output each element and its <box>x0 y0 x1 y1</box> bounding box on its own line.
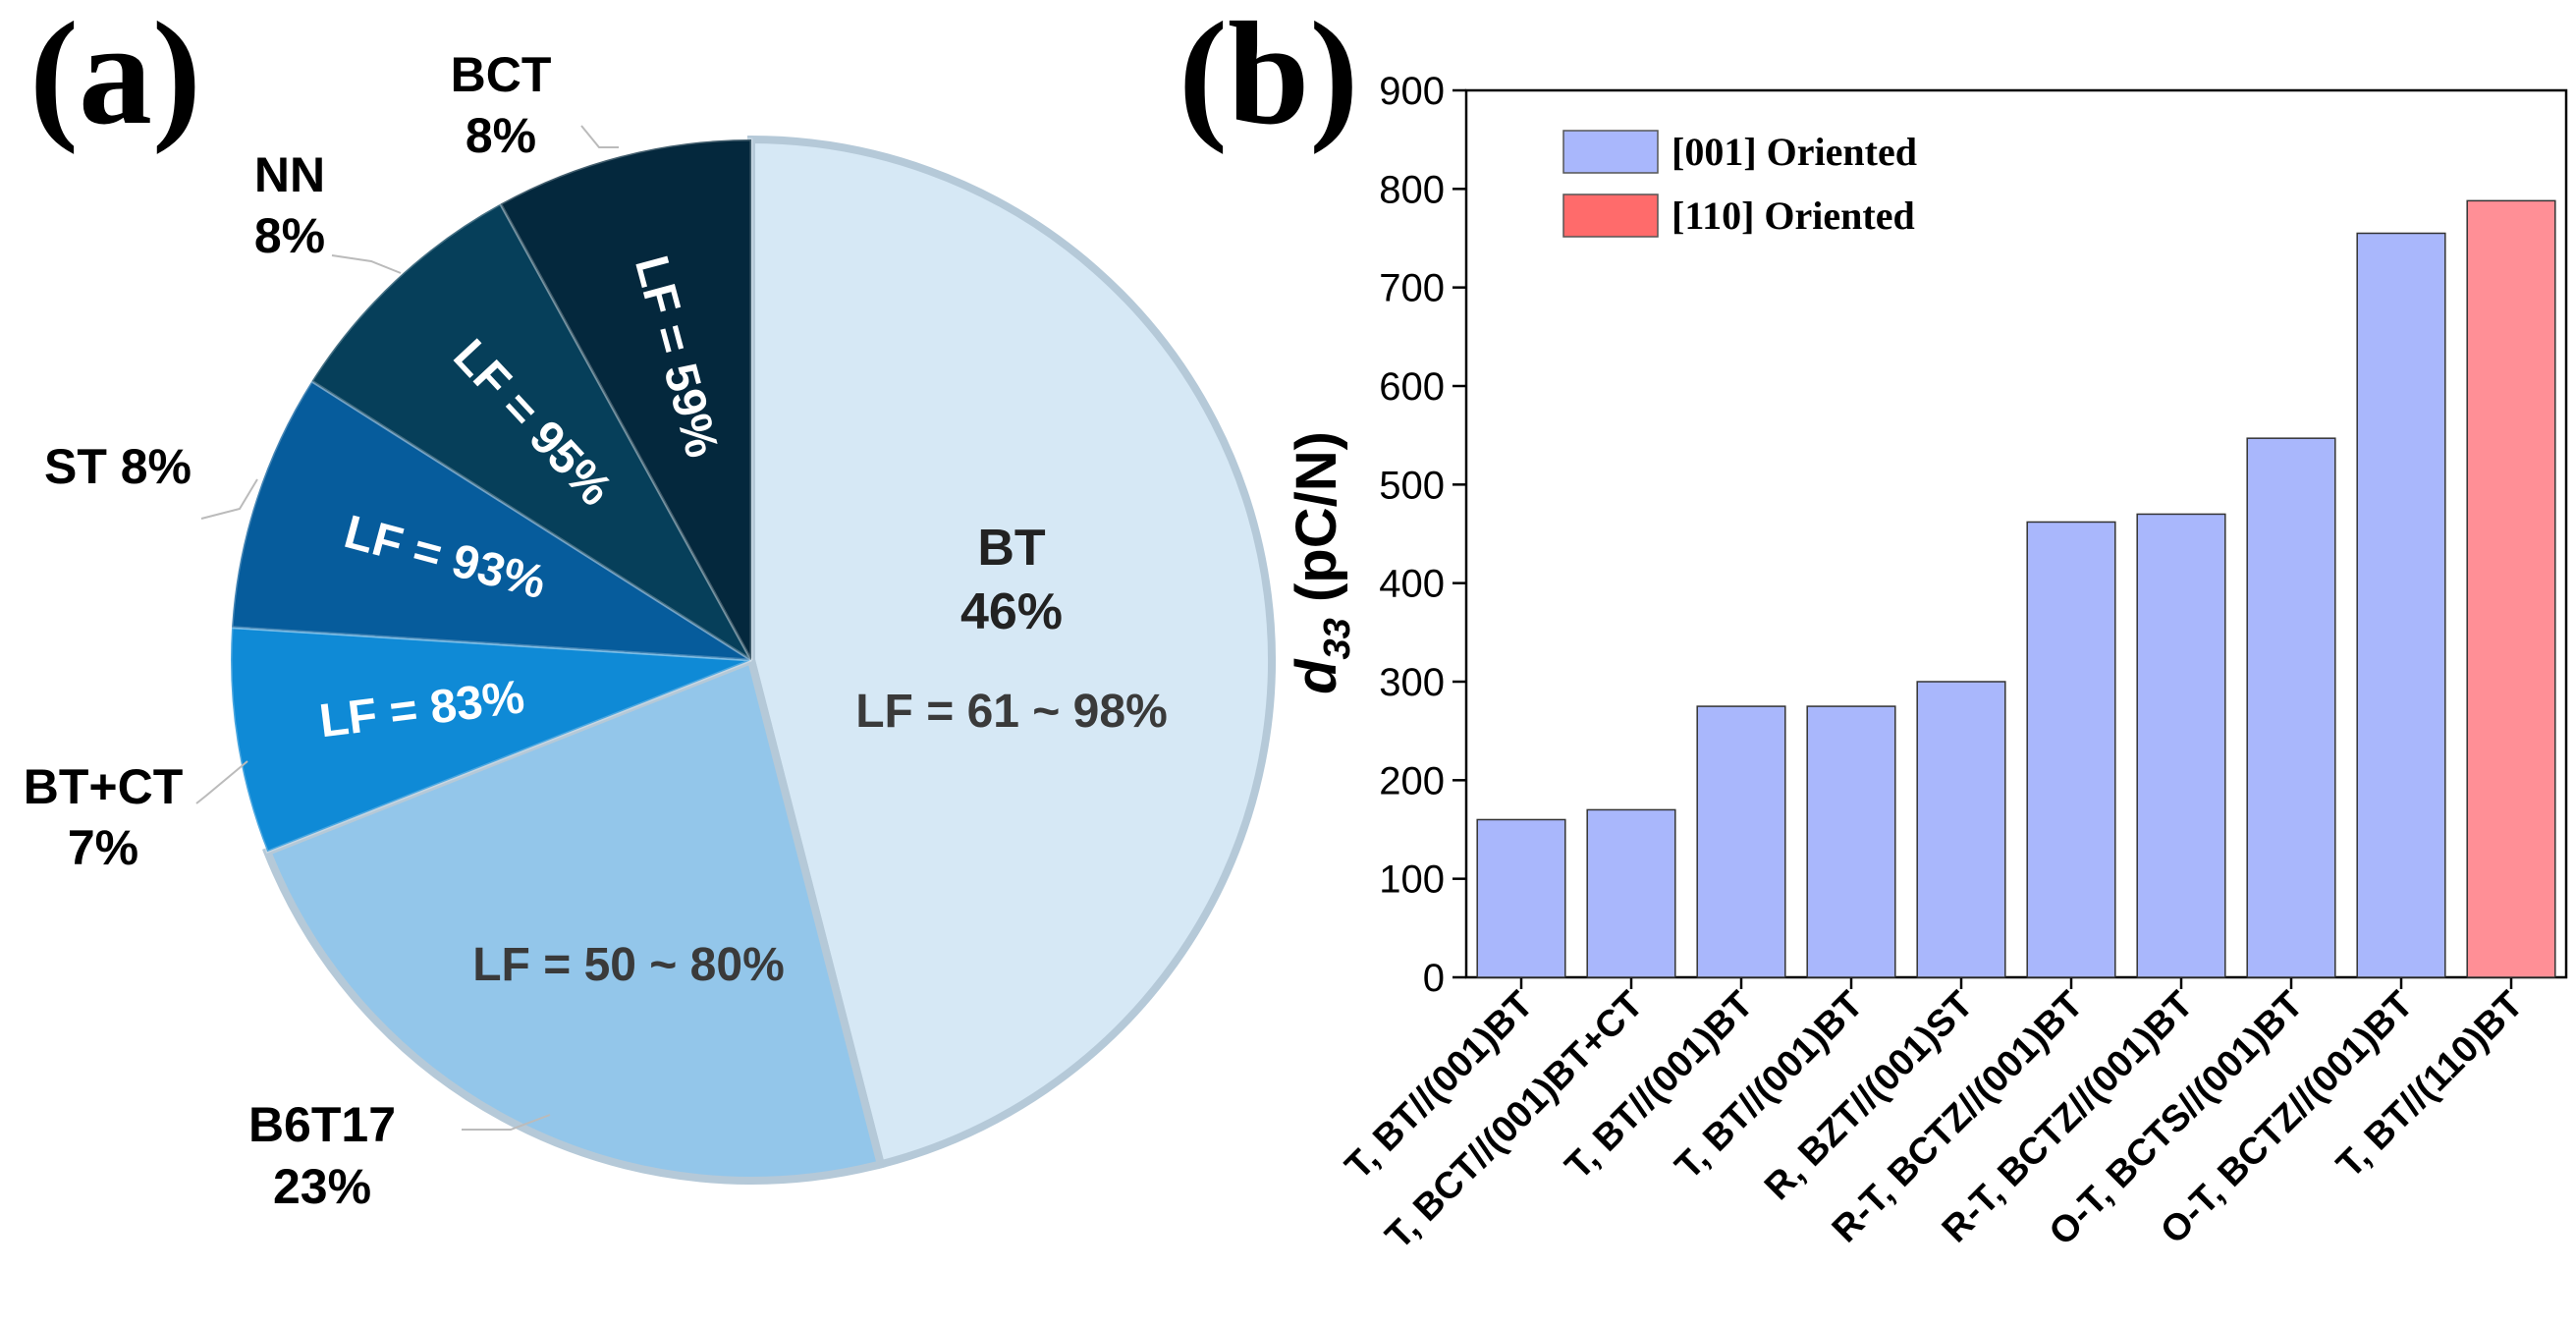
x-category-label: T, BT//(001)BT <box>1338 984 1541 1188</box>
legend-swatch-110 <box>1562 194 1659 238</box>
panel-b-label: (b) <box>1178 0 1358 155</box>
pie-inner-label-bt: BT <box>977 520 1046 577</box>
x-category-label: T, BT//(110)BT <box>2329 984 2531 1187</box>
x-category-label: R, BZT//(001)ST <box>1757 984 1981 1208</box>
x-category-label: T, BT//(001)BT <box>1558 984 1761 1188</box>
bar-chart: 0 100 200 300 400 500 600 700 800 900 T, BT//(001… <box>1285 70 2568 1257</box>
bar-6 <box>2026 521 2116 978</box>
panel-a-label: (a) <box>29 0 201 155</box>
plot-frame <box>1464 88 2568 979</box>
x-category-label: T, BT//(001)BT <box>1668 984 1871 1188</box>
bar-2 <box>1586 808 1676 978</box>
bar-axes <box>1452 88 2568 989</box>
pie-slice-b6t17 <box>262 654 886 1185</box>
pie-slice-bt-ct <box>229 626 752 855</box>
y-axis-label-main: d <box>1285 658 1348 694</box>
y-axis-label: d33 (pC/N) <box>1285 431 1358 694</box>
pie-label-nn: NN <box>254 147 325 202</box>
legend: [001] Oriented [110] Oriented <box>1562 130 1917 238</box>
y-tick-label: 700 <box>1379 267 1445 310</box>
pie-slice-nn <box>309 201 753 662</box>
y-axis-label-sub: 33 <box>1317 618 1358 659</box>
bar-7 <box>2136 513 2226 978</box>
y-tick-label: 100 <box>1379 858 1445 902</box>
pie-inner-pct-bt: 46% <box>960 583 1063 640</box>
pie-slice-bt <box>747 135 1276 1170</box>
pie-pct-btct: 7% <box>68 820 138 875</box>
y-tick-label: 800 <box>1379 168 1445 211</box>
pie-label-b6t17: B6T17 <box>248 1097 396 1152</box>
bar-8 <box>2246 437 2336 978</box>
leader-line-nn <box>331 254 402 274</box>
pie-label-st: ST 8% <box>44 439 192 494</box>
pie-pct-bct: 8% <box>466 108 536 163</box>
y-tick-label: 0 <box>1423 957 1445 1000</box>
bar-3 <box>1696 705 1786 978</box>
legend-label-110: [110] Oriented <box>1672 194 1915 238</box>
y-axis-label-unit: (pC/N) <box>1285 431 1348 602</box>
pie-label-bct: BCT <box>451 47 552 102</box>
bar-4 <box>1806 705 1896 978</box>
pie-lf-b6t17: LF = 50 ~ 80% <box>472 939 785 991</box>
leader-line-btct <box>195 760 248 804</box>
y-tick-label: 600 <box>1379 365 1445 409</box>
y-tick-label: 900 <box>1379 70 1445 113</box>
pie-slices <box>229 135 1276 1185</box>
y-tick-label: 400 <box>1379 563 1445 606</box>
y-tick-label: 200 <box>1379 759 1445 802</box>
pie-lf-bt: LF = 61 ~ 98% <box>855 686 1168 738</box>
pie-outer-labels: BCT 8% NN 8% ST 8% BT+CT 7% B6T17 23% <box>24 47 619 1214</box>
pie-label-btct: BT+CT <box>24 759 184 814</box>
legend-swatch-001 <box>1562 130 1659 174</box>
y-tick-label: 300 <box>1379 661 1445 704</box>
pie-slice-bct <box>498 138 753 661</box>
bar-10 <box>2466 199 2556 978</box>
leader-line-b6t17 <box>462 1114 551 1131</box>
y-tick-labels: 0 100 200 300 400 500 600 700 800 900 <box>1379 70 1445 1000</box>
legend-label-001: [001] Oriented <box>1672 130 1917 174</box>
bar-5 <box>1916 681 2006 978</box>
x-category-labels: T, BT//(001)BTT, BCT//(001)BT+CTT, BT//(… <box>1338 984 2531 1257</box>
bar-1 <box>1476 818 1566 978</box>
leader-line-bct <box>580 125 619 148</box>
y-axis-label-unit-space <box>1285 602 1348 618</box>
y-tick-label: 500 <box>1379 464 1445 507</box>
bar-9 <box>2356 232 2446 978</box>
leader-line-st <box>200 478 258 520</box>
bar-series <box>1476 199 2556 978</box>
pie-slice-st <box>230 378 752 662</box>
pie-pct-nn: 8% <box>254 208 325 263</box>
pie-pct-b6t17: 23% <box>273 1159 371 1214</box>
